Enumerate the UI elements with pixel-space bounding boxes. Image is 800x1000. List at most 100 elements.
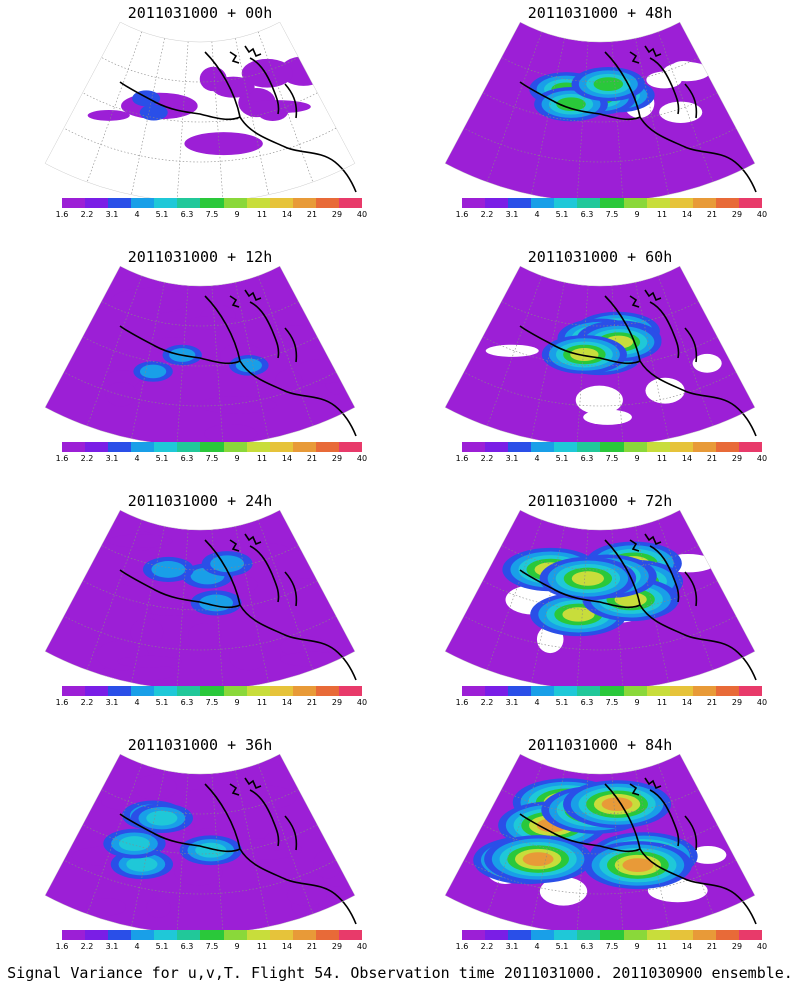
colorbar-label: 29 [731,698,743,707]
variance-patch [108,534,173,548]
colorbar-swatch [531,930,555,940]
colorbar-swatch [108,930,132,940]
colorbar-swatch [600,930,624,940]
colorbar-label: 4 [534,942,540,951]
colorbar-swatch [554,686,578,696]
colorbar-label: 40 [756,698,768,707]
variance-patch [116,655,182,668]
variance-contour [235,358,263,373]
graticule [63,275,337,442]
variance-patch [241,58,293,88]
colorbar-label: 4 [534,454,540,463]
colorbar-labels: 1.6 2.2 3.1 4 5.1 6.3 7.5 9 11 14 21 29 40 [52,210,372,222]
colorbar-label: 1.6 [455,942,469,951]
low-variance-hole [672,61,696,72]
colorbar-label: 21 [306,454,318,463]
variance-patch [86,898,127,916]
colorbar-swatch [462,442,486,452]
colorbar-swatch [315,930,339,940]
panel-title: 2011031000 + 00h [127,4,273,22]
colorbar-swatch [508,930,532,940]
variance-patch [211,76,255,98]
map-boundary [44,22,356,198]
colorbar-swatch [315,198,339,208]
colorbar: 1.6 2.2 3.1 4 5.1 6.3 7.5 9 11 14 21 29 40 [56,686,367,722]
map-panel-84h: 2011031000 + 84h 1.6 2.2 3.1 4 5.1 6.3 7.5 9 11 1… [400,732,800,970]
colorbar-swatch [177,686,201,696]
colorbar-swatches [462,198,763,208]
colorbar-swatch [246,930,270,940]
colorbar-label: 5.1 [155,454,169,463]
colorbar-label: 9 [234,454,240,463]
colorbar-label: 21 [306,698,318,707]
colorbar-label: 7.5 [605,698,619,707]
colorbar-swatch [200,686,224,696]
low-variance-hole [539,877,588,906]
colorbar-label: 1.6 [55,210,69,219]
colorbar-label: 1.6 [55,454,69,463]
colorbar-swatch [85,442,109,452]
colorbar-label: 40 [356,210,368,219]
colorbar-swatch [738,686,763,696]
colorbar-swatch [223,198,247,208]
colorbar-swatch [646,442,670,452]
colorbar-swatch [508,686,532,696]
colorbar-label: 40 [756,210,768,219]
colorbar-swatch [131,198,155,208]
colorbar: 1.6 2.2 3.1 4 5.1 6.3 7.5 9 11 14 21 29 40 [456,198,767,234]
variance-contour [126,856,158,872]
colorbar-swatch [646,686,670,696]
colorbar-label: 1.6 [55,942,69,951]
colorbar-swatch [223,442,247,452]
colorbar-label: 5.1 [555,454,569,463]
colorbar-label: 29 [331,210,343,219]
colorbar-label: 7.5 [205,942,219,951]
colorbar-label: 29 [331,698,343,707]
colorbar-swatch [715,198,739,208]
colorbar-label: 1.6 [55,698,69,707]
colorbar-label: 11 [656,210,668,219]
colorbar-label: 40 [356,454,368,463]
colorbar-swatch [669,442,693,452]
variance-contour [146,810,178,826]
colorbar-label: 21 [706,698,718,707]
colorbar-swatch [623,930,647,940]
variance-patch [274,369,303,393]
variance-base-field [45,22,355,198]
colorbar-swatch [177,442,201,452]
low-variance-hole [646,71,682,89]
variance-patch [134,774,177,801]
colorbar-label: 14 [281,210,293,219]
graticule [63,519,337,686]
variance-contour [593,77,624,91]
variance-patch [184,132,263,156]
coastline [119,533,357,681]
colorbar-label: 2.2 [480,942,494,951]
colorbar-swatch [131,442,155,452]
colorbar-label: 2.2 [80,698,94,707]
graticule [63,763,337,930]
colorbar-swatch [62,930,86,940]
variance-contour [139,364,167,379]
coastline [119,45,357,193]
colorbar-swatches [62,930,363,940]
low-variance-hole [575,385,623,415]
colorbar-label: 5.1 [155,698,169,707]
colorbar-label: 29 [331,454,343,463]
map-boundary [44,266,356,442]
colorbar-label: 11 [256,942,268,951]
colorbar-swatch [108,442,132,452]
map-boundary [44,510,356,686]
colorbar-swatch [246,198,270,208]
colorbar-swatch [62,198,86,208]
colorbar-label: 11 [656,942,668,951]
map-panel-12h: 2011031000 + 12h 1.6 2.2 3.1 4 5.1 6.3 7.5 9 11 1… [0,244,400,482]
map-boundary [444,266,756,442]
colorbar-swatch [485,930,509,940]
variance-patch [276,549,334,579]
colorbar-swatches [462,930,763,940]
variance-patch [187,623,222,647]
graticule [63,31,337,198]
colorbar-swatch [269,686,293,696]
colorbar-swatch [508,442,532,452]
